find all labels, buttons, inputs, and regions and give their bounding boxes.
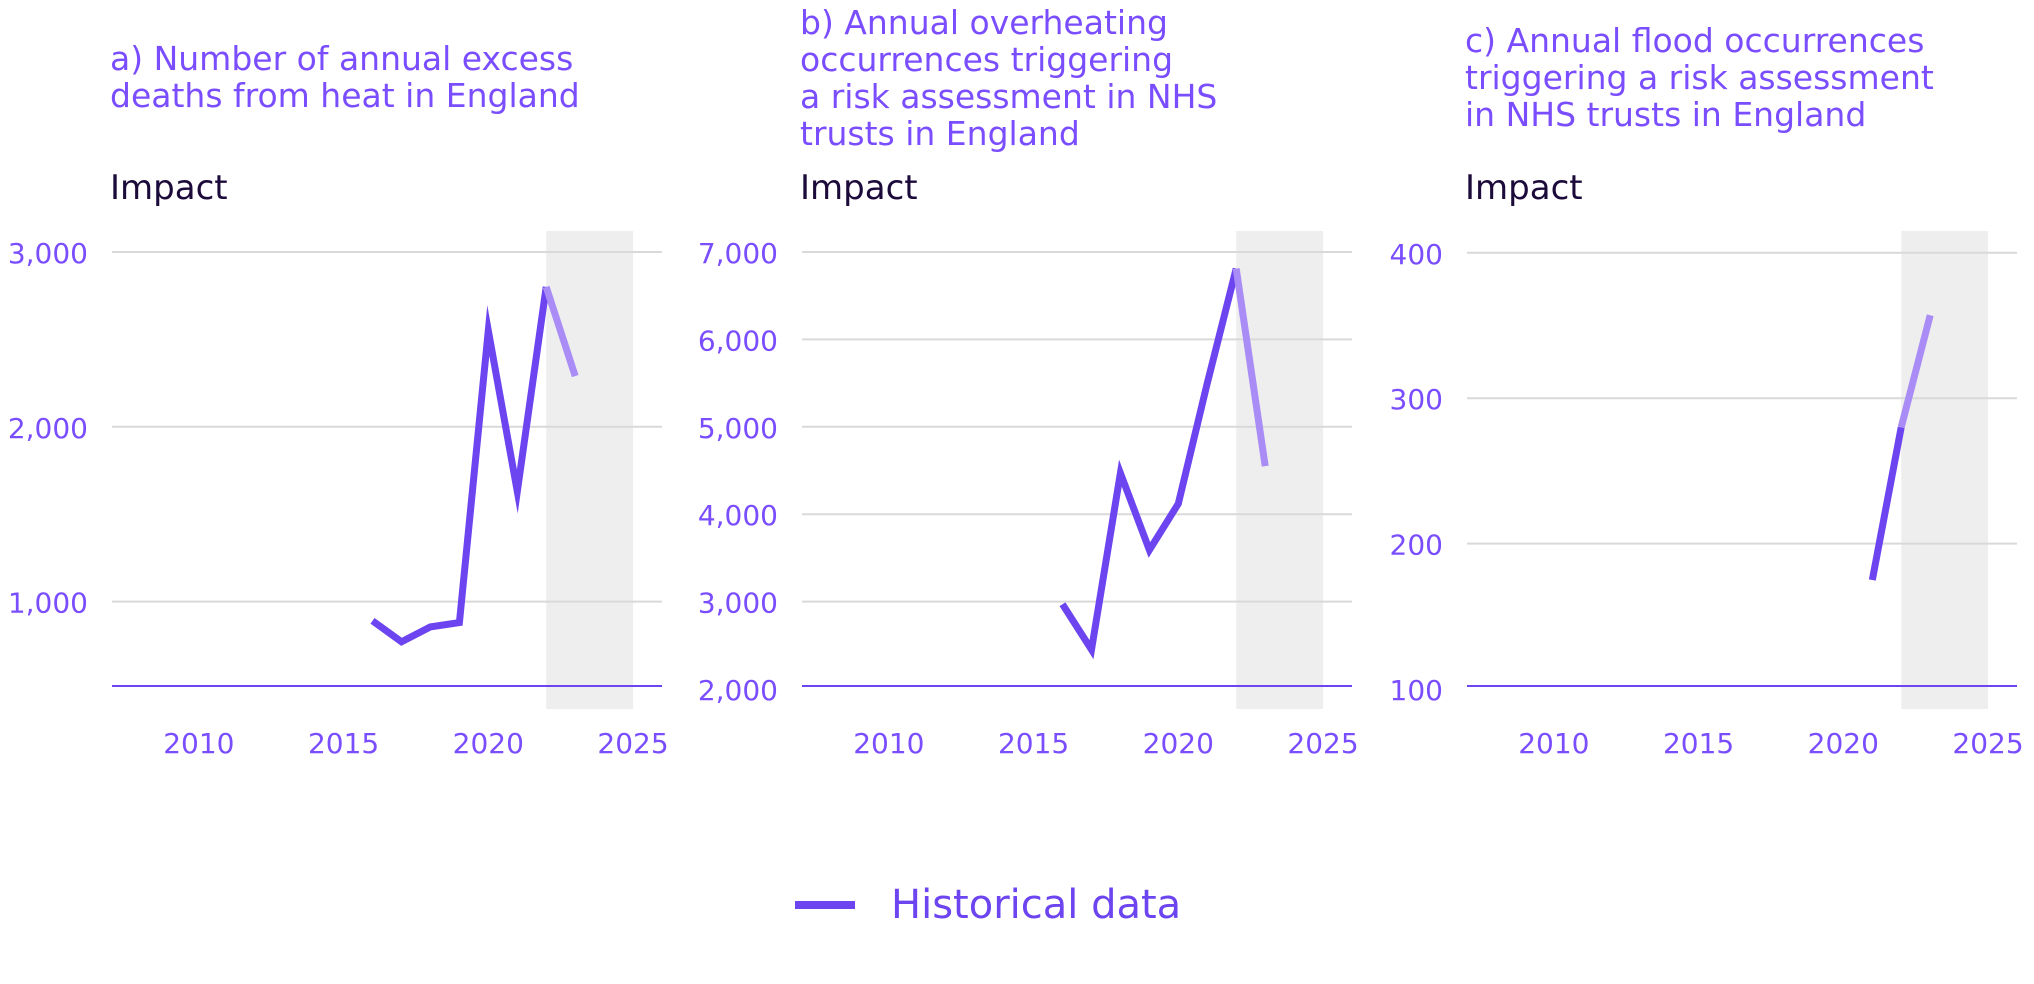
x-tick-label: 2025 <box>1287 727 1358 760</box>
x-tick-label: 2015 <box>998 727 1069 760</box>
shaded-region <box>1236 231 1324 709</box>
y-axis-label: Impact <box>110 168 228 208</box>
y-tick-label: 5,000 <box>698 412 778 445</box>
y-tick-label: 300 <box>1390 383 1443 416</box>
x-tick-label: 2010 <box>1518 727 1589 760</box>
y-tick-label: 2,000 <box>698 674 778 707</box>
y-tick-label: 3,000 <box>8 237 88 270</box>
y-tick-label: 7,000 <box>698 237 778 270</box>
x-tick-label: 2020 <box>1143 727 1214 760</box>
chart-plot-b: 2,000 3,000 4,000 5,000 6,000 7,000 2010 2015 20… <box>698 231 1359 760</box>
x-tick-label: 2025 <box>597 727 668 760</box>
y-tick-label: 6,000 <box>698 324 778 357</box>
y-tick-label: 400 <box>1390 238 1443 271</box>
chart-title: b) Annual overheating occurrences trigge… <box>800 3 1218 153</box>
y-axis-label: Impact <box>1465 168 1583 208</box>
chart-plot-a: 1,000 2,000 3,000 2010 2015 2020 2025 <box>8 231 669 760</box>
legend-label: Historical data <box>891 882 1182 928</box>
series-line-historical <box>1059 267 1240 660</box>
series-line-projection <box>1897 314 1934 429</box>
x-tick-label: 2025 <box>1952 727 2023 760</box>
y-tick-label: 2,000 <box>8 412 88 445</box>
x-tick-label: 2015 <box>1663 727 1734 760</box>
y-tick-label: 1,000 <box>8 587 88 620</box>
x-tick-label: 2020 <box>1808 727 1879 760</box>
series-line-historical <box>1868 426 1905 581</box>
y-tick-label: 4,000 <box>698 499 778 532</box>
x-tick-label: 2020 <box>453 727 524 760</box>
chart-title: c) Annual flood occurrences triggering a… <box>1465 21 1934 134</box>
chart-title: a) Number of annual excess deaths from h… <box>110 39 580 115</box>
y-tick-label: 200 <box>1390 529 1443 562</box>
shaded-region <box>546 231 634 709</box>
shaded-region <box>1901 231 1989 709</box>
series-line-projection <box>1232 268 1269 467</box>
series-line-projection <box>542 285 579 378</box>
chart-panel-a: a) Number of annual excess deaths from h… <box>0 0 690 800</box>
legend-swatch <box>795 901 855 909</box>
y-tick-label: 100 <box>1390 674 1443 707</box>
chart-plot-c: 100 200 300 400 2010 2015 2020 2025 <box>1390 231 2024 760</box>
x-tick-label: 2010 <box>853 727 924 760</box>
chart-panel-b: b) Annual overheating occurrences trigge… <box>690 0 1380 800</box>
y-tick-label: 3,000 <box>698 587 778 620</box>
series-line-historical <box>370 286 550 646</box>
y-axis-label: Impact <box>800 168 918 208</box>
x-tick-label: 2010 <box>163 727 234 760</box>
legend: Historical data <box>795 880 1181 930</box>
x-tick-label: 2015 <box>308 727 379 760</box>
chart-panel-c: c) Annual flood occurrences triggering a… <box>1355 0 2034 800</box>
